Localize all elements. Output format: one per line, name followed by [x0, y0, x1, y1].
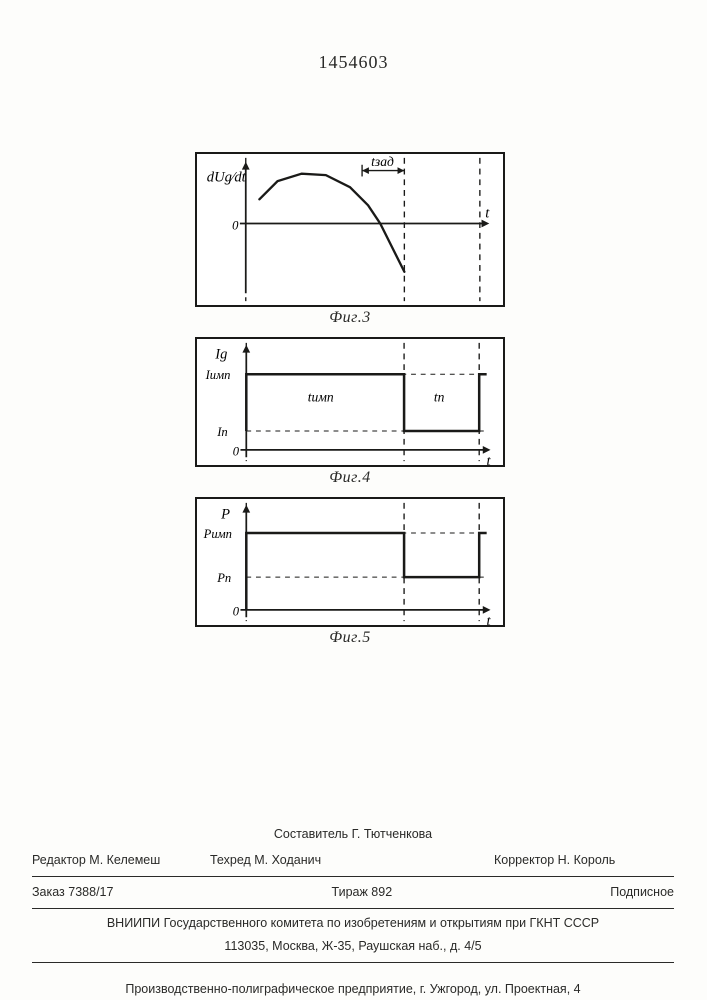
- svg-text:t: t: [485, 206, 490, 222]
- svg-text:t: t: [486, 453, 491, 467]
- svg-text:Pимп: Pимп: [203, 527, 232, 541]
- editor: Редактор М. Келемеш: [32, 852, 210, 869]
- svg-text:tимп: tимп: [308, 389, 334, 404]
- colophon: Составитель Г. Тютченкова Редактор М. Ке…: [32, 820, 674, 998]
- publisher-line-1: ВНИИПИ Государственного комитета по изоб…: [32, 913, 674, 936]
- divider: [32, 876, 674, 877]
- figure-3: dUg∕dt 0 t tзад: [195, 152, 505, 307]
- svg-text:Ig: Ig: [214, 346, 227, 362]
- svg-text:Pп: Pп: [216, 571, 231, 585]
- figures-block: dUg∕dt 0 t tзад Фиг.3 Ig 0 t Iимп Iп tимп tп Фиг.…: [195, 152, 505, 657]
- figure-3-caption: Фиг.3: [195, 309, 505, 327]
- printer-line: Производственно-полиграфическое предприя…: [32, 967, 674, 998]
- svg-text:P: P: [220, 506, 230, 522]
- svg-text:tзад: tзад: [371, 154, 394, 169]
- order-row: Заказ 7388/17 Тираж 892 Подписное: [32, 881, 674, 904]
- divider: [32, 962, 674, 963]
- svg-text:Iп: Iп: [216, 425, 227, 439]
- svg-text:0: 0: [233, 605, 240, 619]
- svg-text:Iимп: Iимп: [205, 368, 231, 382]
- svg-text:0: 0: [233, 445, 240, 459]
- figure-5-caption: Фиг.5: [195, 629, 505, 647]
- corrector: Корректор Н. Король: [464, 852, 674, 869]
- svg-text:t: t: [486, 613, 491, 627]
- podpisnoe: Подписное: [610, 884, 674, 901]
- figure-4-caption: Фиг.4: [195, 469, 505, 487]
- compiler: Составитель Г. Тютченкова: [274, 826, 432, 843]
- figure-5: P 0 t Pимп Pп: [195, 497, 505, 627]
- divider: [32, 908, 674, 909]
- svg-text:tп: tп: [434, 389, 445, 404]
- svg-text:dUg∕dt: dUg∕dt: [207, 169, 247, 185]
- techred: Техред М. Ходанич: [210, 852, 464, 869]
- tirazh: Тираж 892: [332, 884, 393, 901]
- patent-number: 1454603: [0, 52, 707, 73]
- publisher-line-2: 113035, Москва, Ж-35, Раушская наб., д. …: [32, 936, 674, 959]
- order-number: Заказ 7388/17: [32, 884, 113, 901]
- svg-text:0: 0: [232, 218, 239, 232]
- figure-4: Ig 0 t Iимп Iп tимп tп: [195, 337, 505, 467]
- page: 1454603 dUg∕dt 0 t tзад Фиг.3 Ig 0 t Iимп Iп tим…: [0, 0, 707, 1000]
